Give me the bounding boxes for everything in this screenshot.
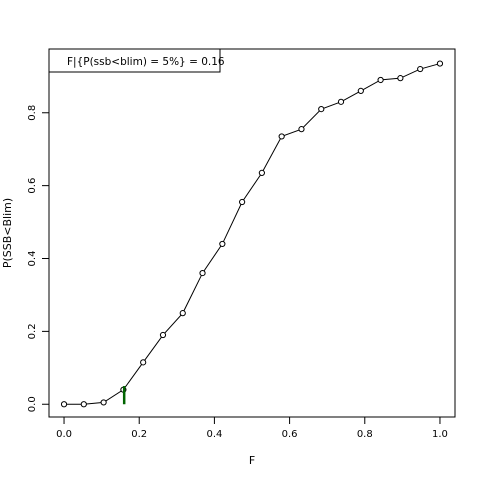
plot-frame (48, 48, 456, 418)
data-point (357, 87, 364, 95)
x-axis-title: F (249, 454, 255, 467)
data-point (60, 401, 68, 408)
data-point (377, 76, 384, 84)
data-point (179, 310, 186, 317)
data-point (140, 359, 147, 366)
y-tick-label: 0.0 (27, 396, 38, 412)
x-tick-label: 1.0 (432, 429, 448, 440)
data-point (199, 269, 206, 277)
data-point (337, 98, 345, 105)
data-point (219, 240, 226, 248)
legend: F|{P(ssb<blim) = 5%} = 0.16 (48, 48, 225, 73)
y-axis: 0.0 0.2 0.4 0.6 0.8 (27, 105, 49, 412)
legend-text: F|{P(ssb<blim) = 5%} = 0.16 (67, 56, 225, 68)
x-tick-label: 0.6 (282, 429, 298, 440)
y-tick-label: 0.8 (27, 105, 38, 121)
data-point (100, 399, 107, 406)
x-tick-label: 0.0 (56, 429, 72, 440)
data-point (278, 133, 285, 140)
legend-box (48, 48, 221, 73)
x-tick-label: 0.4 (206, 429, 222, 440)
data-point (159, 331, 167, 339)
series-layer (60, 60, 444, 408)
data-point (239, 198, 246, 206)
series-line (64, 63, 441, 405)
y-axis-title: P(SSB<Blim) (1, 198, 14, 268)
data-point (80, 401, 87, 408)
data-point (397, 75, 404, 82)
x-axis: 0.0 0.2 0.4 0.6 0.8 1.0 (56, 417, 448, 440)
y-tick-label: 0.6 (27, 178, 38, 194)
y-tick-label: 0.4 (27, 251, 38, 267)
x-tick-label: 0.8 (357, 429, 373, 440)
y-tick-label: 0.2 (27, 323, 38, 339)
x-tick-label: 0.2 (131, 429, 147, 440)
data-point (318, 106, 325, 113)
data-point (436, 60, 444, 67)
data-point (258, 169, 265, 176)
data-point (298, 126, 305, 133)
data-point (417, 65, 424, 73)
